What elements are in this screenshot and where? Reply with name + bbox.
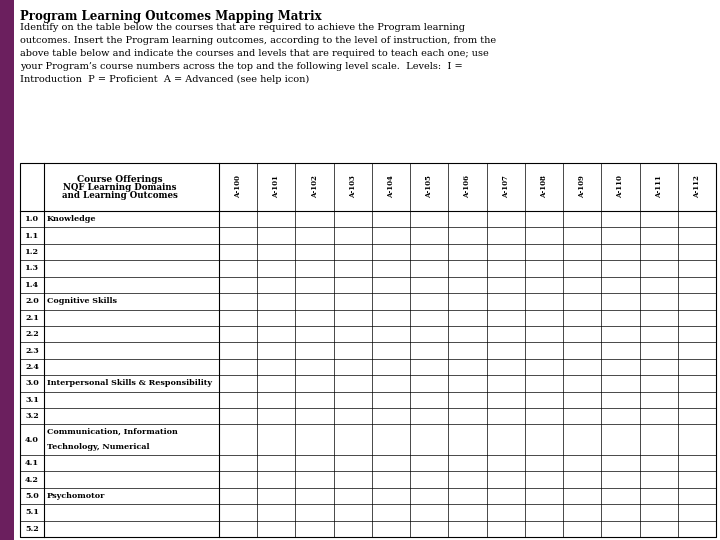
Text: A-111: A-111 <box>654 176 662 198</box>
Text: A-104: A-104 <box>387 176 395 198</box>
Text: 1.1: 1.1 <box>25 232 39 240</box>
Text: A-105: A-105 <box>426 176 433 198</box>
Text: NQF Learning Domains: NQF Learning Domains <box>63 183 176 192</box>
Text: A-100: A-100 <box>234 176 242 198</box>
Text: 2.2: 2.2 <box>25 330 39 338</box>
Text: A-109: A-109 <box>578 176 586 198</box>
Text: Course Offerings: Course Offerings <box>77 176 162 185</box>
Text: 2.3: 2.3 <box>25 347 39 355</box>
Text: A-110: A-110 <box>616 176 624 198</box>
Text: 2.1: 2.1 <box>25 314 39 322</box>
Text: Cognitive Skills: Cognitive Skills <box>47 298 117 305</box>
Text: 4.1: 4.1 <box>25 459 39 467</box>
Text: 5.0: 5.0 <box>25 492 39 500</box>
Text: and Learning Outcomes: and Learning Outcomes <box>62 191 177 199</box>
Text: Identify on the table below the courses that are required to achieve the Program: Identify on the table below the courses … <box>20 23 496 84</box>
Text: 3.2: 3.2 <box>25 412 39 420</box>
Text: A-101: A-101 <box>272 176 280 198</box>
Text: 4.2: 4.2 <box>25 476 39 483</box>
Text: A-103: A-103 <box>348 176 357 198</box>
Text: 2.0: 2.0 <box>25 298 39 305</box>
Text: 1.2: 1.2 <box>25 248 39 256</box>
Text: 4.0: 4.0 <box>25 436 39 444</box>
Text: 5.1: 5.1 <box>25 508 39 516</box>
Bar <box>0 0 14 540</box>
Text: 3.1: 3.1 <box>25 396 39 404</box>
Text: A-108: A-108 <box>540 176 548 198</box>
Text: 1.4: 1.4 <box>25 281 39 289</box>
Text: Psychomotor: Psychomotor <box>47 492 105 500</box>
Text: A-106: A-106 <box>464 176 472 199</box>
Bar <box>20 163 716 537</box>
Text: 1.3: 1.3 <box>25 265 39 273</box>
Text: 1.0: 1.0 <box>25 215 39 223</box>
Text: A-107: A-107 <box>502 176 510 198</box>
Text: 2.4: 2.4 <box>25 363 39 371</box>
Text: 3.0: 3.0 <box>25 380 39 387</box>
Text: Program Learning Outcomes Mapping Matrix: Program Learning Outcomes Mapping Matrix <box>20 10 322 23</box>
Text: A-102: A-102 <box>310 176 318 198</box>
Text: 5.2: 5.2 <box>25 525 39 533</box>
Text: Communication, Information: Communication, Information <box>47 428 178 436</box>
Text: Knowledge: Knowledge <box>47 215 96 223</box>
Text: Technology, Numerical: Technology, Numerical <box>47 443 150 451</box>
Text: Interpersonal Skills & Responsibility: Interpersonal Skills & Responsibility <box>47 380 212 387</box>
Text: A-112: A-112 <box>693 176 701 198</box>
